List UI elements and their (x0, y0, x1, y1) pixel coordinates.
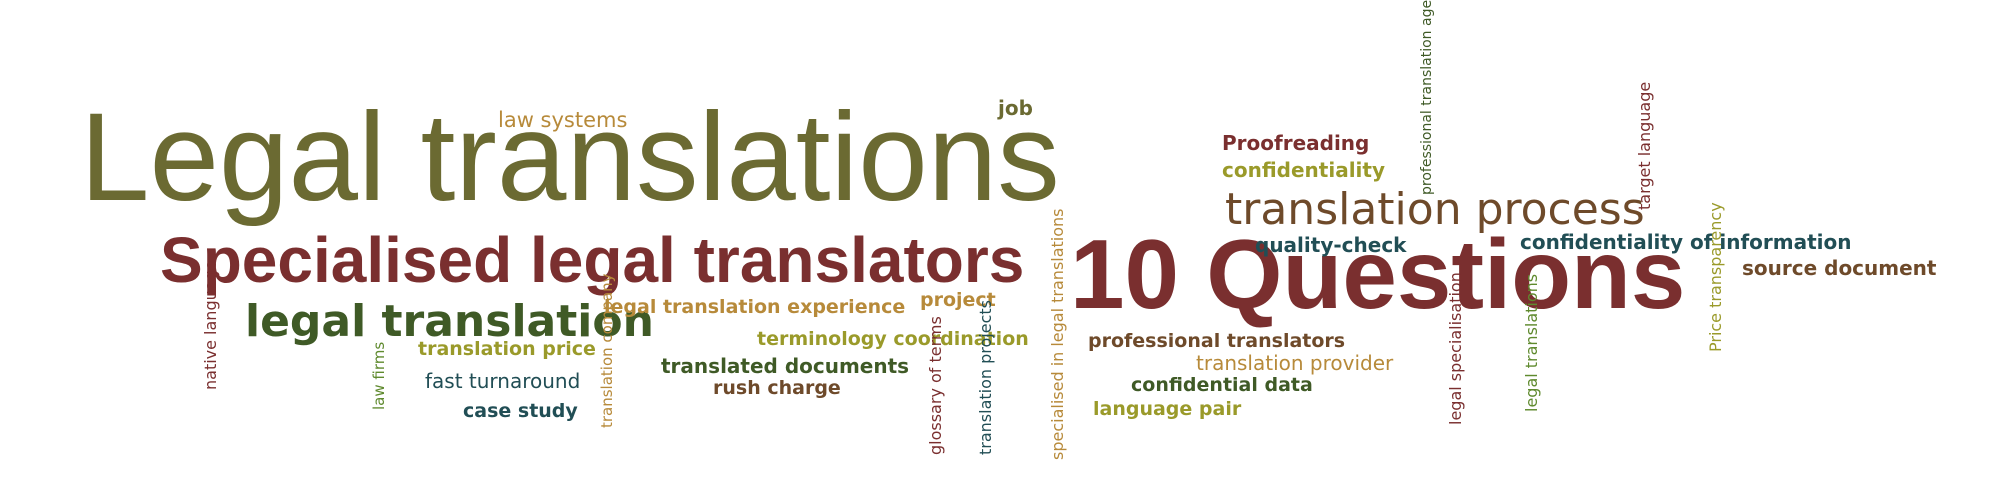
word-target-language: target language (1635, 81, 1654, 210)
word-confidentiality: confidentiality (1222, 158, 1385, 182)
word-translation-projects: translation projects (976, 300, 995, 455)
word-project: project (920, 289, 996, 311)
word-proofreading: Proofreading (1222, 131, 1370, 155)
word-rush-charge: rush charge (713, 377, 841, 399)
word-legal-translation: legal translation (245, 296, 654, 347)
word-translated-documents: translated documents (661, 354, 910, 378)
word-law-systems: law systems (498, 108, 628, 132)
word-law-firms: law firms (370, 341, 388, 410)
word-native-language: native language (201, 260, 220, 390)
word-translation-price: translation price (418, 338, 596, 360)
word-confidential-data: confidential data (1131, 374, 1313, 396)
word-professional-translation-agency: professional translation agency (1419, 0, 1435, 195)
word-translation-process: translation process (1225, 184, 1645, 235)
word-specialised-legal-translators: Specialised legal translators (160, 224, 1025, 296)
word-case-study: case study (463, 400, 578, 422)
word-job: job (998, 96, 1033, 120)
word-legal-translations: Legal translations (80, 88, 1060, 227)
word-professional-translators: professional translators (1088, 330, 1346, 352)
word-legal-specialisation: legal specialisation (1446, 272, 1465, 425)
word-quality-check: quality-check (1255, 233, 1407, 257)
word-glossary-of-terms: glossary of terms (926, 316, 945, 455)
word-source-document: source document (1742, 256, 1937, 280)
word-legal-translation-experience: legal translation experience (604, 296, 906, 318)
word-price-transparency: Price transparency (1706, 202, 1725, 352)
word-specialised-in-legal-translations: specialised in legal translations (1048, 208, 1067, 460)
word-confidentiality-of-information: confidentiality of information (1520, 230, 1852, 254)
word-translation-company: translation company (598, 273, 616, 428)
word-language-pair: language pair (1093, 398, 1242, 420)
word-legal-translations-vertical: legal translations (1522, 273, 1541, 412)
word-10-questions: 10 Questions (1070, 219, 1686, 329)
word-terminology-coordination: terminology coordination (757, 328, 1029, 350)
word-fast-turnaround: fast turnaround (425, 369, 581, 393)
word-translation-provider: translation provider (1196, 351, 1394, 375)
